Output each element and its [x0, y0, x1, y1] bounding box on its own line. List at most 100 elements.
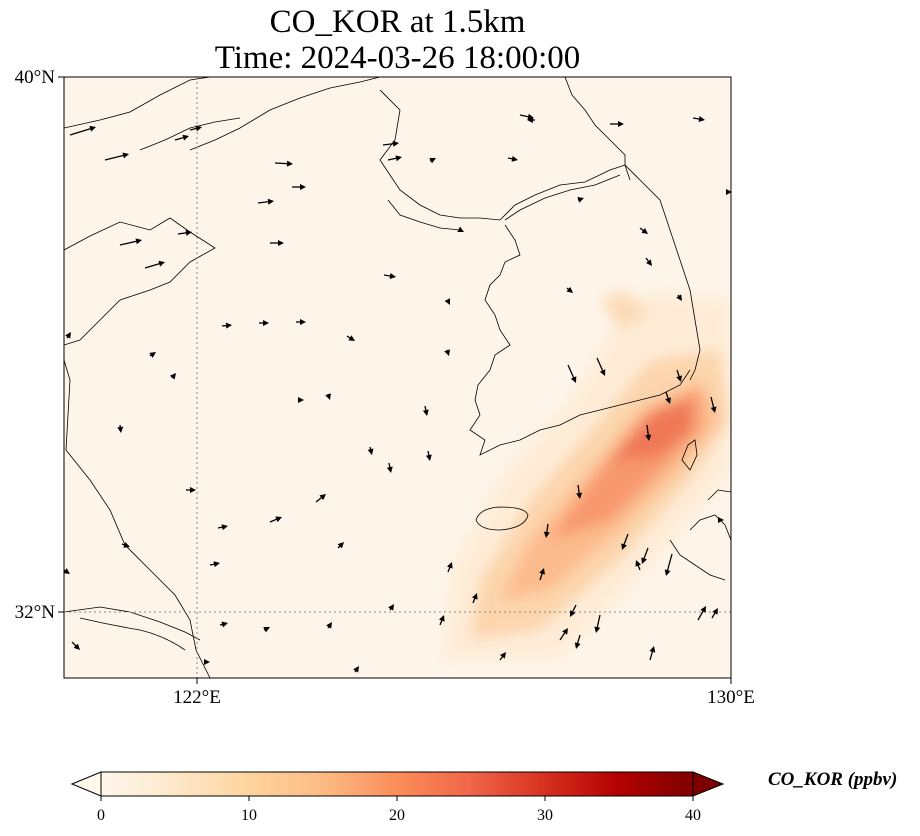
wind-arrow: [209, 561, 220, 568]
wind-arrow: [217, 524, 228, 531]
map-frame: [63, 76, 732, 679]
wind-arrow: [263, 627, 270, 633]
wind-arrow: [527, 117, 535, 123]
wind-arrow: [559, 628, 568, 641]
wind-arrow: [274, 160, 293, 167]
wind-arrow: [189, 125, 202, 132]
lon-axis: 122°E 130°E: [173, 678, 755, 708]
wind-arrow: [219, 621, 228, 628]
wind-arrow: [543, 523, 550, 538]
wind-arrow: [221, 322, 232, 329]
wind-arrow: [204, 659, 210, 665]
wind-arrow: [325, 393, 331, 400]
wind-arrow: [566, 286, 573, 293]
wind-arrow: [149, 352, 156, 358]
wind-arrow: [425, 450, 432, 461]
wind-arrow: [69, 125, 96, 136]
wind-arrow: [353, 666, 359, 673]
wind-arrow: [726, 189, 731, 195]
wind-arrow: [621, 533, 629, 550]
wind-arrow: [186, 487, 196, 493]
coastlines: [64, 77, 731, 678]
wind-arrow: [645, 424, 652, 441]
wind-arrow: [596, 357, 606, 376]
wind-arrow: [174, 134, 189, 141]
wind-arrow: [315, 494, 326, 503]
wind-arrow: [444, 349, 450, 356]
wind-arrow: [388, 604, 394, 611]
wind-arrow: [382, 140, 399, 147]
wind-arrow: [337, 542, 344, 549]
wind-arrow: [577, 197, 584, 203]
wind-arrow: [444, 298, 450, 305]
wind-arrow: [326, 622, 332, 629]
colorbar-tick-label: 20: [389, 807, 405, 824]
wind-arrow: [71, 641, 80, 650]
wind-arrow: [422, 405, 429, 416]
wind-arrow: [119, 238, 142, 246]
gridlines: [64, 77, 731, 678]
wind-arrow: [121, 542, 130, 548]
wind-arrow: [641, 547, 649, 564]
co-plume: [440, 290, 731, 660]
colorbar-label: CO_KOR (ppbv): [768, 769, 898, 790]
wind-arrow: [296, 319, 306, 325]
colorbar-ticks: 0 10 20 30 40: [97, 796, 701, 824]
wind-arrow: [269, 516, 282, 523]
wind-arrow: [645, 257, 652, 266]
wind-arrow: [665, 391, 671, 404]
lon-tick-label-122: 122°E: [173, 687, 221, 708]
wind-arrow: [429, 158, 436, 164]
wind-arrow: [594, 614, 601, 633]
wind-arrow: [438, 615, 445, 626]
wind-arrow: [64, 568, 70, 574]
wind-arrow: [649, 646, 656, 661]
chart-title: CO_KOR at 1.5km Time: 2024-03-26 18:00:0…: [64, 4, 731, 76]
wind-arrow: [65, 332, 71, 339]
wind-arrow: [386, 462, 393, 473]
wind-arrow: [383, 273, 396, 279]
wind-arrow: [718, 517, 724, 523]
wind-arrow: [270, 240, 284, 246]
colorbar-extend-min: [70, 771, 102, 797]
wind-arrow: [298, 397, 304, 403]
wind-arrow: [574, 634, 581, 649]
wind-arrow: [692, 116, 705, 122]
wind-arrow: [257, 198, 274, 205]
wind-arrow: [387, 155, 402, 162]
wind-arrow: [169, 373, 176, 380]
wind-arrow: [610, 121, 624, 127]
wind-arrow: [711, 608, 718, 619]
colorbar-tick-label: 40: [685, 807, 701, 824]
wind-arrow: [567, 364, 577, 383]
wind-arrow: [367, 446, 374, 455]
wind-arrow: [635, 560, 642, 571]
colorbar-extend-max: [692, 771, 725, 797]
lon-tick-label-130: 130°E: [707, 687, 755, 708]
wind-arrow: [507, 155, 518, 162]
colorbar-tick-label: 0: [97, 807, 105, 824]
wind-arrow: [177, 229, 192, 236]
wind-arrow: [292, 184, 306, 190]
lat-axis: 40°N 32°N: [15, 67, 64, 623]
wind-arrow: [676, 369, 682, 382]
wind-arrow: [697, 606, 706, 621]
wind-arrow: [471, 593, 478, 604]
wind-arrow: [346, 335, 355, 341]
title-line-2: Time: 2024-03-26 18:00:00: [214, 40, 581, 76]
wind-arrow: [446, 562, 453, 573]
colorbar-gradient: [101, 772, 693, 796]
wind-arrow: [259, 320, 269, 326]
colorbar-tick-label: 10: [241, 807, 257, 824]
wind-arrow: [576, 484, 583, 499]
wind-arrow: [639, 227, 648, 234]
wind-arrow: [676, 294, 682, 301]
title-line-1: CO_KOR at 1.5km: [269, 4, 526, 40]
wind-arrow: [664, 553, 673, 576]
wind-arrow: [457, 226, 464, 232]
lat-tick-label-40: 40°N: [15, 67, 56, 88]
colorbar: 0 10 20 30 40: [70, 771, 725, 824]
lat-tick-label-32: 32°N: [15, 602, 56, 623]
wind-arrow: [570, 604, 577, 617]
